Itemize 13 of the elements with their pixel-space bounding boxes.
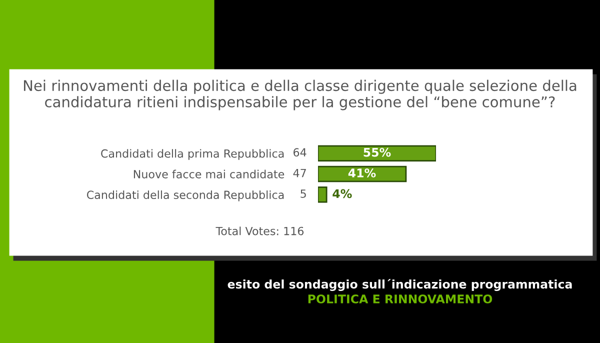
y-tick-label: Nuove facce mai candidate (134, 170, 284, 178)
text: Total Votes: 116 (216, 226, 304, 236)
data-label: 55% (364, 148, 391, 157)
text: 64 (294, 148, 306, 157)
y-tick-label: Candidati della prima Repubblica (101, 149, 284, 160)
text: POLITICA E RINNOVAMENTO (308, 294, 492, 304)
data-label: 41% (348, 168, 376, 178)
y-tick-label: Candidati della seconda Repubblica (86, 190, 284, 202)
text: esito del sondaggio sull´indicazione programmatica (228, 279, 572, 291)
text: 5 (300, 190, 306, 198)
chart-title: Nei rinnovamenti della politica e della classe dirigente quale selezione della candidatura ritieni indispensabile per la gestione del “bene comune”? (24, 80, 576, 110)
data-label: 4% (332, 189, 352, 198)
text: 47 (293, 168, 306, 178)
